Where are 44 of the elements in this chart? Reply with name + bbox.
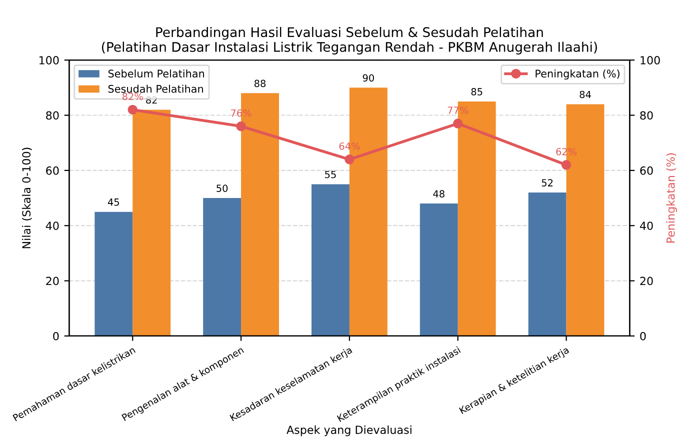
data-label: 48 — [433, 190, 444, 198]
y-tick-label: 100 — [39, 56, 59, 64]
y2-tick-label: 80 — [640, 111, 653, 120]
legend-label: Peningkatan (%) — [536, 69, 620, 80]
y-tick-label: 0 — [53, 332, 59, 340]
y2-axis-title: Peningkatan (%) — [666, 153, 677, 243]
y2-tick-label: 0 — [640, 332, 646, 340]
y2-tick-label: 40 — [640, 222, 653, 230]
data-label: 50 — [216, 184, 228, 192]
point — [128, 104, 138, 115]
y2-tick-label: 60 — [640, 166, 653, 175]
data-label: 52 — [542, 179, 553, 186]
data-label: 88 — [254, 80, 266, 88]
legend-label: Sebelum Pelatihan — [108, 69, 204, 78]
bar — [420, 204, 458, 336]
data-label: 84 — [580, 90, 591, 98]
y2-tick-label: 20 — [640, 276, 653, 286]
y-tick-label: 60 — [46, 166, 59, 175]
y-axis-title: Nilai (Skala 0-100) — [22, 148, 32, 248]
y-tick-label: 80 — [46, 111, 59, 120]
data-label: 64% — [339, 142, 360, 150]
data-label: 77% — [448, 106, 468, 114]
bar — [132, 110, 171, 336]
point — [344, 154, 354, 164]
point — [236, 121, 246, 132]
y-tick-label: 40 — [46, 222, 59, 230]
data-label: 45 — [108, 198, 119, 206]
chart-title: Perbandingan Hasil Evaluasi Sebelum & Sesudah Pelatihan (Pelatihan Dasar Instalasi Listrik Tegangan Rendah - PKBM Anugerah Ilaahi) — [102, 26, 597, 54]
data-label: 82% — [122, 92, 143, 100]
data-label: 55 — [325, 170, 336, 178]
bar — [203, 198, 242, 336]
bar — [94, 212, 133, 336]
point — [561, 160, 572, 170]
y2-tick-label: 100 — [640, 56, 660, 64]
data-label: 82 — [146, 96, 157, 104]
y-tick-label: 20 — [46, 276, 59, 286]
bar — [312, 184, 350, 336]
data-label: 90 — [362, 74, 374, 82]
bar — [528, 192, 566, 336]
legend-label: Sesudah Pelatihan — [108, 84, 203, 93]
x-axis-title: Aspek yang Dievaluasi — [286, 425, 412, 436]
data-label: 62% — [556, 148, 577, 156]
point — [453, 118, 463, 128]
data-label: 85 — [471, 88, 482, 96]
